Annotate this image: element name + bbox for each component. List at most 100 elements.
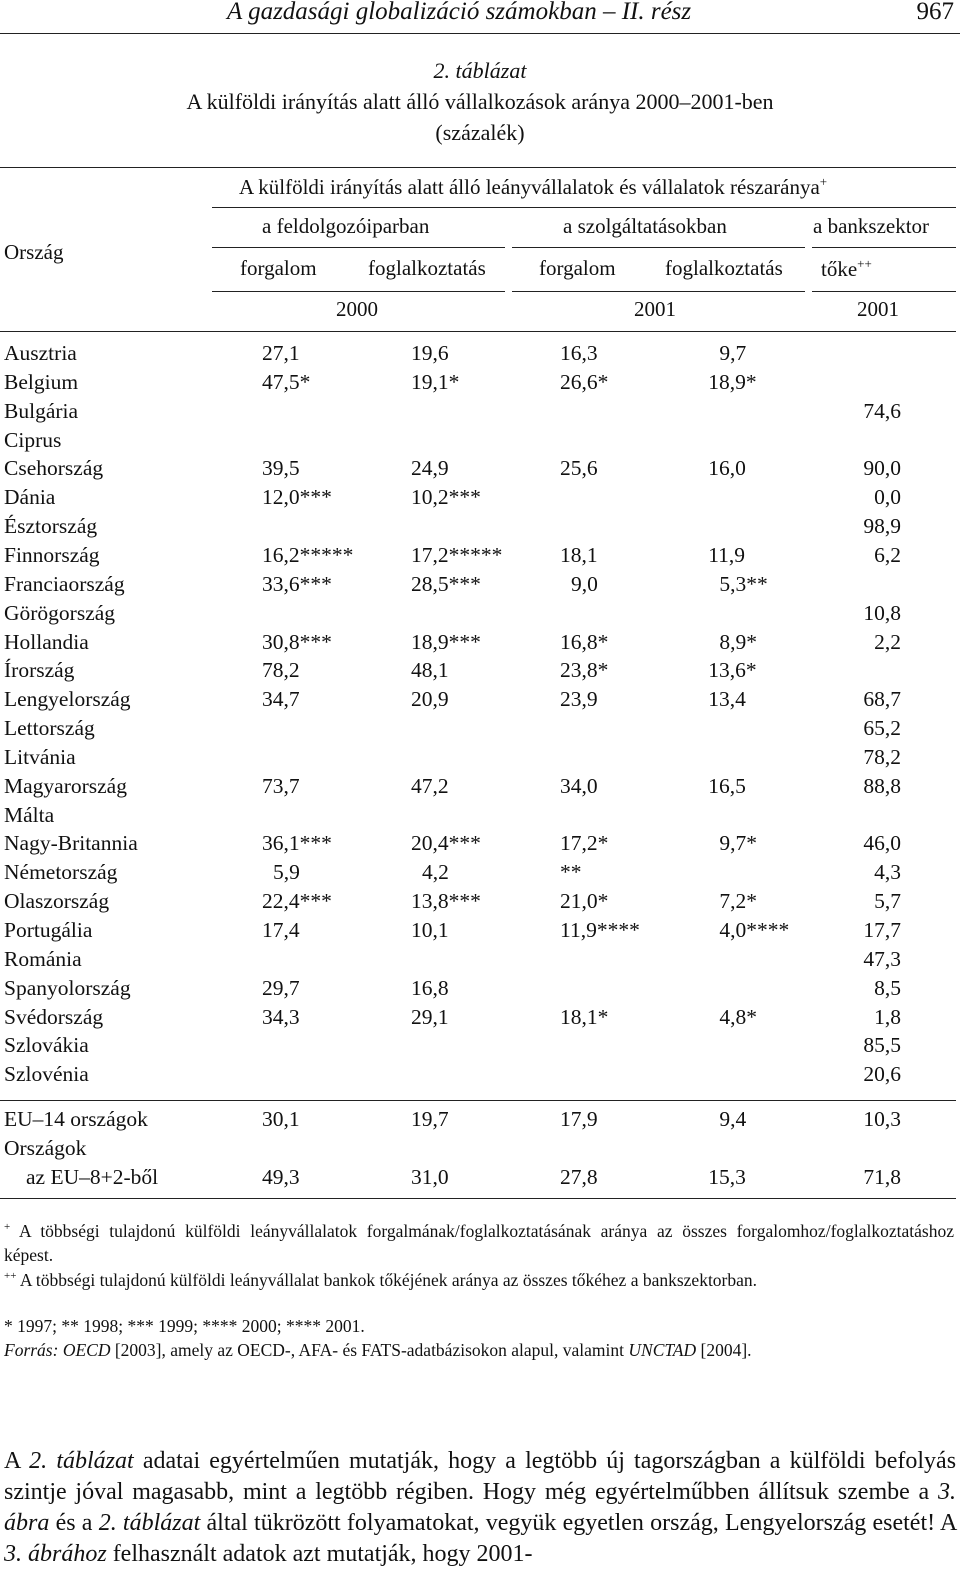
value-cell: 68,7 <box>863 687 901 712</box>
country-cell: Svédország <box>4 1004 104 1029</box>
country-cell: Finnország <box>4 542 100 567</box>
value-cell: 7,2* <box>719 889 758 914</box>
body-paragraph: A 2. táblázat adatai egyértelműen mutatj… <box>4 1448 957 1567</box>
value-cell: 17,2***** <box>411 542 503 567</box>
value-cell: 30,8*** <box>262 629 332 654</box>
country-cell: Országok <box>4 1135 87 1160</box>
measure-turnover-2: forgalom <box>539 256 616 280</box>
value-cell: 33,6*** <box>262 571 332 596</box>
value-cell: 17,9 <box>560 1107 598 1131</box>
value-cell: 88,8 <box>863 773 901 798</box>
value-cell: 18,1 <box>560 542 598 567</box>
footnote-3: * 1997; ** 1998; *** 1999; **** 2000; **… <box>4 1316 365 1336</box>
table-row: Franciaország 33,6*** 28,5*** 9,0 5,3** <box>0 572 960 601</box>
footnote-1: + A többségi tulajdonú külföldi leányvál… <box>4 1220 954 1265</box>
value-cell: 11,9 <box>708 542 746 567</box>
value-cell: 5,3** <box>719 571 768 596</box>
country-cell: Olaszország <box>4 889 110 914</box>
table-title: A külföldi irányítás alatt álló vállalko… <box>186 89 774 114</box>
measure-rule-2 <box>512 291 805 292</box>
country-cell: EU–14 országok <box>4 1107 148 1131</box>
value-cell: 1,8 <box>874 1004 901 1029</box>
value-cell: 18,1* <box>560 1004 609 1029</box>
value-cell: 13,6* <box>708 658 757 683</box>
value-cell: 17,7 <box>863 918 901 942</box>
value-cell: 5,9 <box>273 860 300 885</box>
table-row: Szlovénia 20,6 <box>0 1062 960 1091</box>
value-cell: 34,3 <box>262 1004 300 1029</box>
table-row: Lettország 65,2 <box>0 716 960 745</box>
value-cell: 22,4*** <box>262 889 332 914</box>
value-cell: 20,6 <box>863 1062 901 1087</box>
country-cell: Csehország <box>4 456 104 481</box>
value-cell: 90,0 <box>863 456 901 481</box>
value-cell: 26,6* <box>560 369 609 394</box>
value-cell: 9,7* <box>719 831 758 856</box>
table-row: Nagy-Britannia 36,1*** 20,4*** 17,2* 9,7* 46,… <box>0 831 960 860</box>
footnote-2: ++ A többségi tulajdonú külföldi leányvá… <box>4 1269 758 1290</box>
value-cell: 47,3 <box>863 946 901 971</box>
country-cell: Észtország <box>4 514 98 539</box>
table-row: Németország 5,9 4,2 ** 4,3 <box>0 860 960 889</box>
value-cell: 21,0* <box>560 889 609 914</box>
table-row: Olaszország 22,4*** 13,8*** 21,0* 7,2* 5,7 <box>0 889 960 918</box>
value-cell: 9,7 <box>719 341 747 365</box>
value-cell: 10,8 <box>863 600 901 625</box>
table-row: Országok <box>0 1136 960 1165</box>
sector-services: a szolgáltatásokban <box>563 214 727 238</box>
value-cell: 29,1 <box>411 1004 449 1029</box>
year-manufacturing: 2000 <box>336 297 378 321</box>
page-number: 967 <box>916 0 955 25</box>
measure-employment-2: foglalkoztatás <box>665 256 783 280</box>
country-cell: Bulgária <box>4 398 79 423</box>
table-row: Finnország 16,2***** 17,2***** 18,1 11,9 6,2 <box>0 543 960 572</box>
measure-employment-1: foglalkoztatás <box>368 256 486 280</box>
value-cell: 12,0*** <box>262 485 332 510</box>
table-row: Bulgária 74,6 <box>0 399 960 428</box>
country-cell: Nagy-Britannia <box>4 831 138 856</box>
sector-rule-2 <box>512 247 805 248</box>
value-cell: 9,0 <box>571 571 598 596</box>
value-cell: 23,9 <box>560 687 598 712</box>
value-cell: 8,5 <box>874 975 901 1000</box>
value-cell: 31,0 <box>411 1164 449 1189</box>
group-rule <box>212 207 956 208</box>
value-cell: 2,2 <box>874 629 901 654</box>
table-unit: (százalék) <box>435 120 525 145</box>
table-row: Románia 47,3 <box>0 947 960 976</box>
table-row: Magyarország 73,7 47,2 34,0 16,5 88,8 <box>0 774 960 803</box>
value-cell: 16,8 <box>411 975 449 1000</box>
value-cell: 98,9 <box>863 514 901 539</box>
value-cell: 4,3 <box>874 860 901 885</box>
value-cell: 36,1*** <box>262 831 332 856</box>
value-cell: 6,2 <box>874 542 901 567</box>
value-cell: 48,1 <box>411 658 449 683</box>
value-cell: 47,2 <box>411 773 449 798</box>
value-cell: 19,1* <box>411 369 460 394</box>
value-cell: 46,0 <box>863 831 901 856</box>
country-cell: Ciprus <box>4 427 62 452</box>
value-cell: 16,0 <box>708 456 746 481</box>
country-cell: Szlovákia <box>4 1033 89 1058</box>
value-cell: 27,1 <box>262 341 300 365</box>
year-services: 2001 <box>634 297 676 321</box>
value-cell: 20,4*** <box>411 831 481 856</box>
measure-turnover-1: forgalom <box>240 256 317 280</box>
table-row: Belgium 47,5* 19,1* 26,6* 18,9* <box>0 370 960 399</box>
country-cell: Ausztria <box>4 341 77 365</box>
value-cell: 16,8* <box>560 629 609 654</box>
running-header: A gazdasági globalizáció számokban – II.… <box>0 0 960 34</box>
value-cell: 4,2 <box>422 860 449 885</box>
value-cell: 47,5* <box>262 369 311 394</box>
table-row: Görögország 10,8 <box>0 601 960 630</box>
value-cell: 4,0**** <box>719 918 790 942</box>
measure-rule-1 <box>212 291 505 292</box>
table-row: Írország 78,2 48,1 23,8* 13,6* <box>0 658 960 687</box>
value-cell: 16,5 <box>708 773 746 798</box>
year-banking: 2001 <box>857 297 899 321</box>
sector-manufacturing: a feldolgozóiparban <box>262 214 430 238</box>
value-cell: 20,9 <box>411 687 449 712</box>
running-title: A gazdasági globalizáció számokban – II.… <box>227 0 692 25</box>
value-cell: 0,0 <box>874 485 901 510</box>
table-row: EU–14 országok 30,1 19,7 17,9 9,4 10,3 <box>0 1107 960 1136</box>
